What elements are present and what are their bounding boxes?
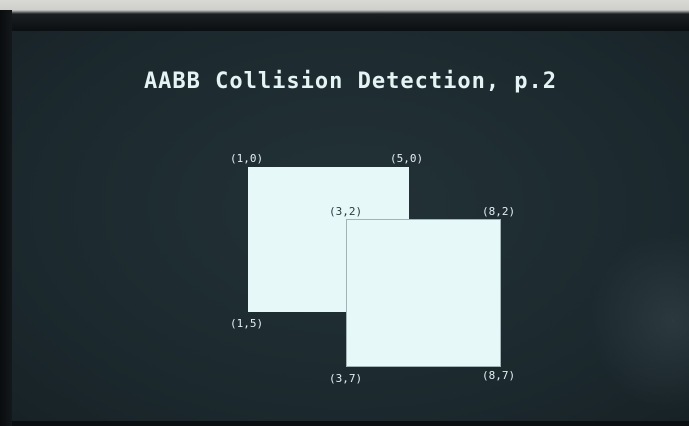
box-b-bottom-left-label: (3,7): [329, 372, 363, 385]
box-b-top-right-label: (8,2): [482, 205, 516, 218]
box-a-top-left-label: (1,0): [230, 152, 264, 165]
aabb-box-b: [346, 219, 501, 367]
slide-title: AABB Collision Detection, p.2: [143, 69, 558, 94]
box-a-top-right-label: (5,0): [390, 152, 424, 165]
screen-glare: [589, 231, 689, 411]
monitor-bezel: [0, 10, 12, 426]
box-a-bottom-left-label: (1,5): [230, 317, 264, 330]
box-b-top-left-label: (3,2): [329, 205, 363, 218]
box-b-bottom-right-label: (8,7): [482, 369, 516, 382]
slide-screen: AABB Collision Detection, p.2 (1,0) (5,0…: [12, 31, 689, 421]
